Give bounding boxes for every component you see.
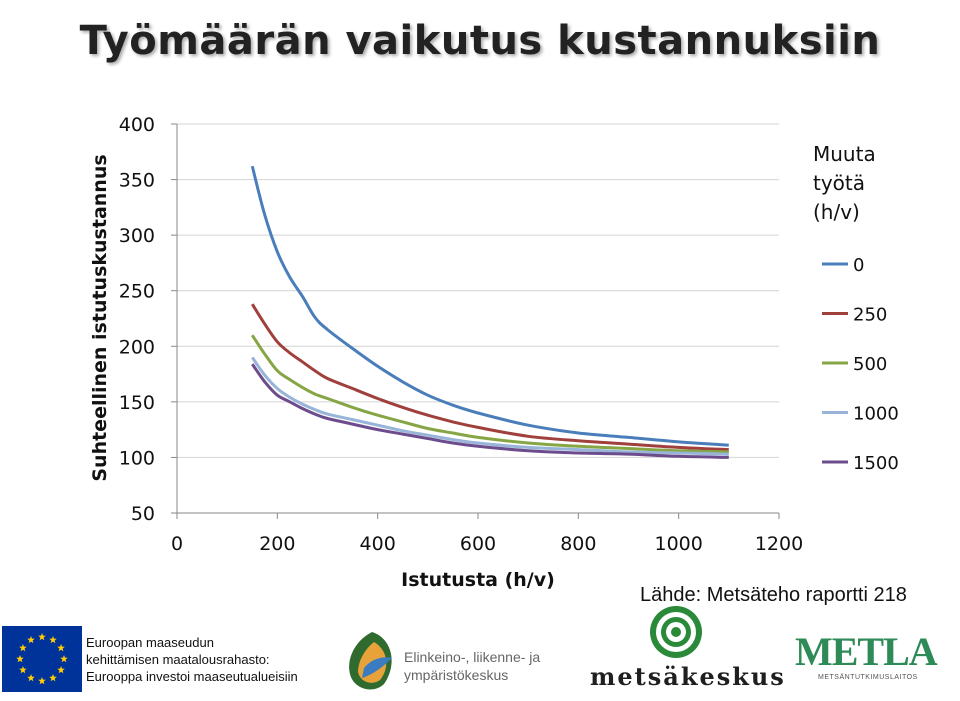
eu-text-line: Eurooppa investoi maaseutualueisiin [86, 669, 298, 684]
x-tick-label: 600 [460, 533, 496, 555]
x-tick-label: 1000 [654, 533, 702, 555]
series-line-0 [250, 165, 729, 447]
eu-star-icon [19, 644, 27, 652]
eu-star-icon [16, 655, 24, 663]
y-axis-label: Suhteellinen istutuskustannus [89, 154, 111, 481]
metla-subtitle: METSÄNTUTKIMUSLAITOS [818, 674, 918, 681]
legend-title-line: työtä [813, 171, 865, 195]
metsakeskus-wordmark: metsäkeskus [590, 662, 786, 691]
x-tick-label: 200 [259, 533, 295, 555]
legend-label-250: 250 [853, 305, 887, 326]
eu-star-icon [49, 674, 57, 682]
legend-label-500: 500 [853, 354, 887, 375]
ely-text: Elinkeino-, liikenne- ja ympäristökeskus [404, 648, 540, 684]
eu-star-icon [60, 655, 68, 663]
eu-star-icon [27, 674, 35, 682]
chart-series [250, 165, 729, 459]
eu-star-icon [38, 633, 46, 641]
eu-text-line: Euroopan maaseudun [86, 635, 214, 650]
eu-flag-logo [2, 626, 82, 692]
y-tick-label: 50 [131, 503, 155, 525]
metsakeskus-target-logo [650, 606, 702, 658]
footer-logos: Euroopan maaseudun kehittämisen maatalou… [0, 606, 960, 701]
x-tick-label: 1200 [755, 533, 803, 555]
legend-label-1500: 1500 [853, 453, 899, 474]
y-tick-label: 250 [119, 281, 155, 303]
y-tick-label: 150 [119, 392, 155, 414]
eu-star-icon [57, 666, 65, 674]
ely-logo-mark [349, 632, 392, 690]
chart-legend: Muuta työtä (h/v) 0 250 500 1000 1500 [813, 142, 899, 474]
eu-star-icon [38, 677, 46, 685]
ely-text-line: ympäristökeskus [404, 667, 509, 683]
series-line-1500 [251, 363, 729, 459]
metla-wordmark: METLA [795, 629, 938, 674]
legend-title-line: Muuta [813, 142, 876, 166]
y-tick-label: 400 [119, 114, 155, 136]
ely-text-line: Elinkeino-, liikenne- ja [404, 649, 541, 665]
page-title: Työmäärän vaikutus kustannuksiin [79, 18, 881, 64]
series-line-500 [251, 334, 729, 454]
source-note: Lähde: Metsäteho raportti 218 [640, 584, 907, 606]
y-axis-ticks: 50 100 150 200 250 300 350 400 [119, 114, 177, 525]
legend-label-0: 0 [853, 255, 864, 276]
y-tick-label: 300 [119, 225, 155, 247]
eu-star-icon [27, 635, 35, 644]
series-line-250 [251, 303, 729, 452]
y-tick-label: 350 [119, 170, 155, 192]
y-tick-label: 200 [119, 336, 155, 358]
legend-title-line: (h/v) [813, 200, 860, 224]
series-line-1000 [251, 356, 729, 456]
x-tick-label: 800 [560, 533, 596, 555]
x-axis-label: Istutusta (h/v) [401, 569, 555, 591]
y-tick-label: 100 [119, 447, 155, 469]
x-tick-label: 0 [171, 533, 183, 555]
eu-star-icon [57, 644, 65, 652]
legend-label-1000: 1000 [853, 404, 899, 425]
eu-star-icon [49, 635, 57, 644]
eu-fund-text: Euroopan maaseudun kehittämisen maatalou… [86, 634, 298, 685]
cost-line-chart: 50 100 150 200 250 300 350 400 0 200 400 600 800 100… [89, 114, 899, 591]
eu-star-icon [19, 666, 27, 674]
eu-text-line: kehittämisen maatalousrahasto: [86, 652, 270, 667]
x-tick-label: 400 [360, 533, 396, 555]
x-axis-ticks: 0 200 400 600 800 1000 1200 [171, 513, 803, 555]
